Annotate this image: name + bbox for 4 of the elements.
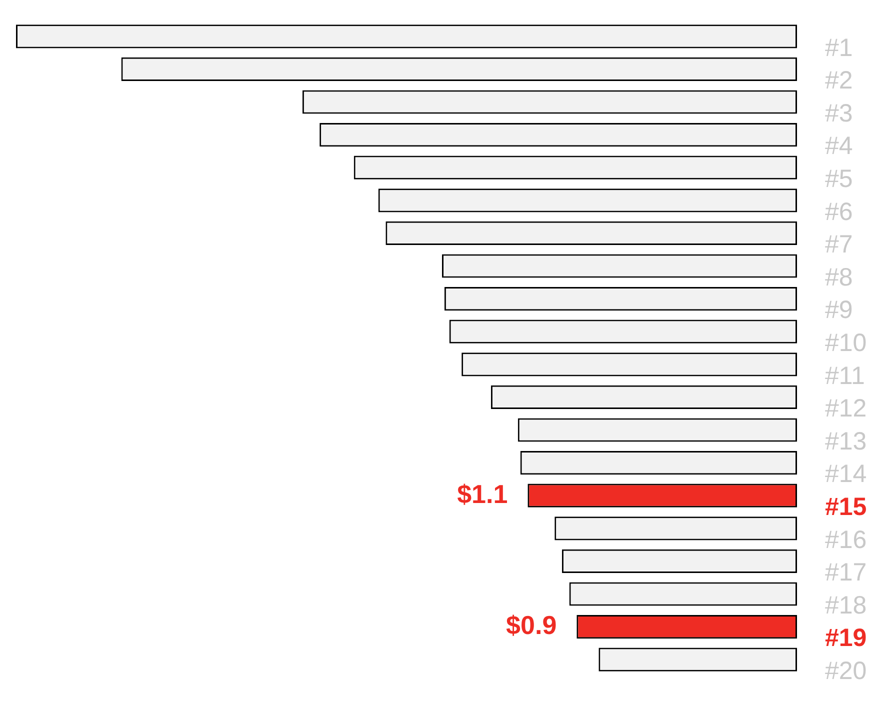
y-tick-label: #15 bbox=[825, 492, 867, 521]
data-label: $0.9 bbox=[506, 610, 557, 640]
y-tick-label: #19 bbox=[825, 624, 867, 652]
data-label: $1.1 bbox=[457, 478, 508, 509]
